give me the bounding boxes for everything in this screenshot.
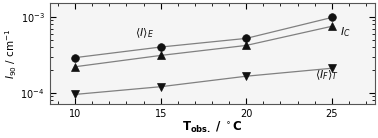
Text: $\langle I \rangle_E$: $\langle I \rangle_E$ <box>135 27 154 40</box>
Text: $\langle I_F \rangle_T$: $\langle I_F \rangle_T$ <box>314 68 339 82</box>
Text: $I_C$: $I_C$ <box>340 25 351 39</box>
X-axis label: $\mathbf{T_{obs.}}$ / $^\circ$C: $\mathbf{T_{obs.}}$ / $^\circ$C <box>181 119 242 135</box>
Y-axis label: $I_{90}$ / cm$^{-1}$: $I_{90}$ / cm$^{-1}$ <box>3 29 19 79</box>
